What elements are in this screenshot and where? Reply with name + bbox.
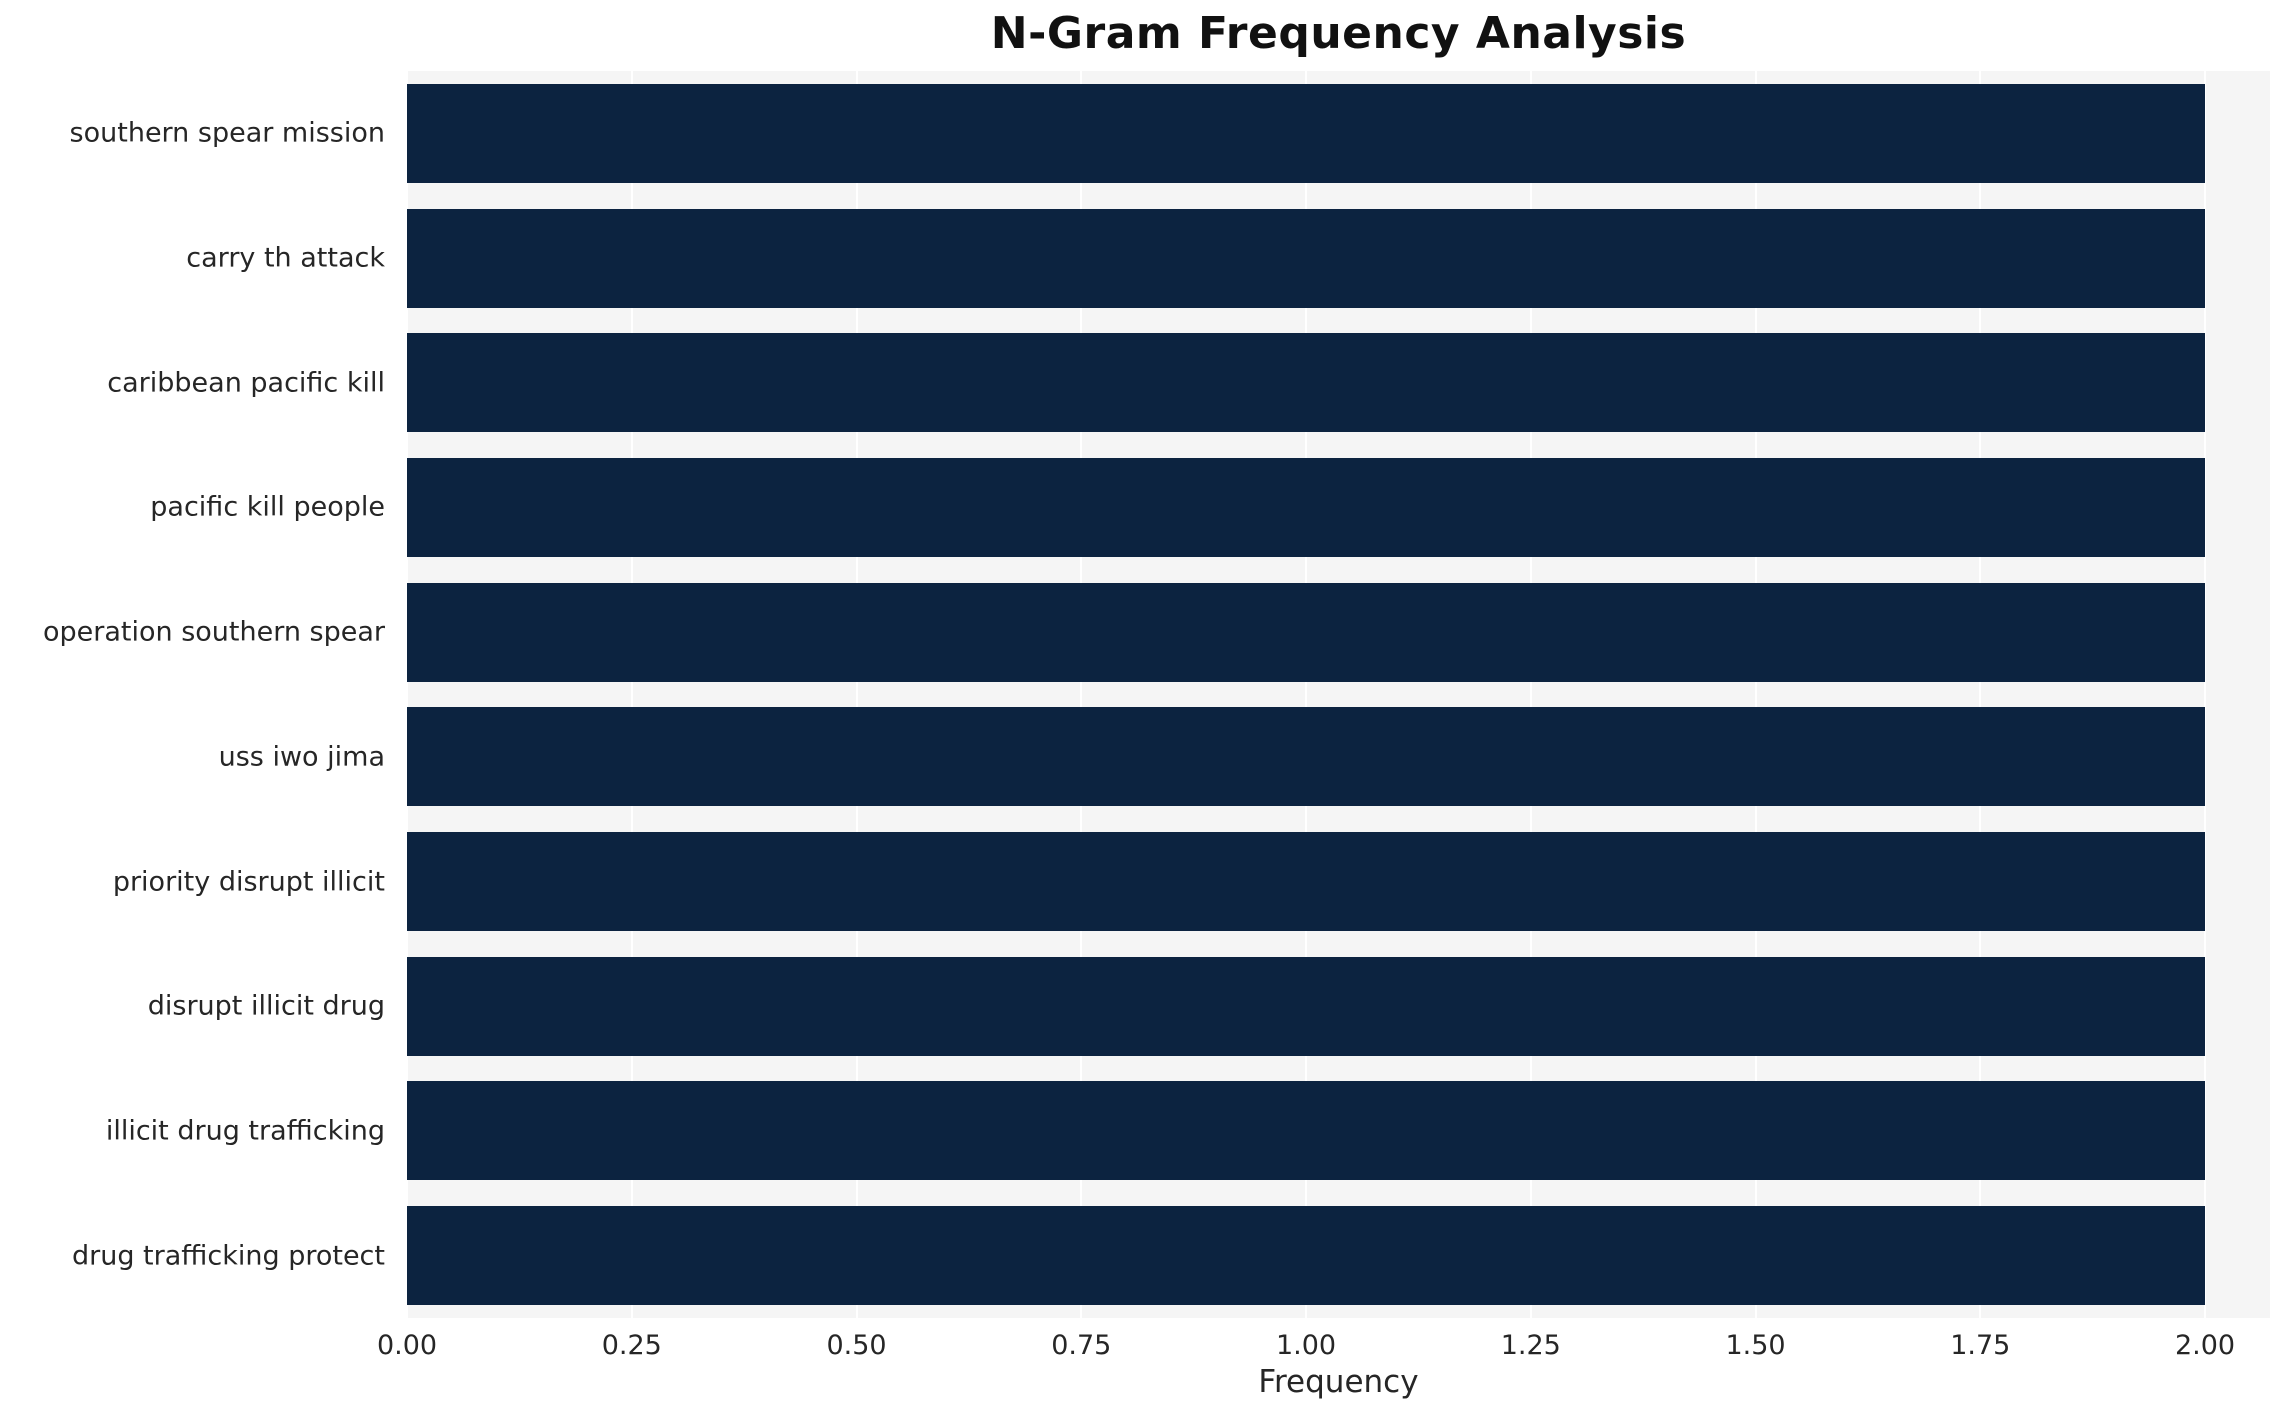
- gridline: [1529, 71, 1532, 1318]
- gridline: [1305, 71, 1307, 1318]
- x-tick-label: 1.50: [1725, 1330, 1786, 1361]
- y-tick-label: caribbean pacific kill: [107, 367, 385, 399]
- y-tick-label: drug trafficking protect: [71, 1240, 385, 1272]
- bar: [407, 582, 2205, 682]
- y-tick-label: disrupt illicit drug: [147, 990, 385, 1022]
- gridline: [630, 71, 633, 1318]
- gridline: [1080, 71, 1083, 1318]
- x-tick-label: 0.25: [601, 1330, 662, 1361]
- x-axis-ticks: 0.00 0.25 0.50 0.75 1.00 1.25 1.50 1.75 2.00: [377, 1330, 2270, 1370]
- bar: [407, 707, 2205, 807]
- bar: [407, 83, 2205, 183]
- x-tick-label: 1.75: [1950, 1330, 2011, 1361]
- y-tick-label: carry th attack: [186, 242, 385, 274]
- bar: [407, 956, 2205, 1056]
- y-tick-label: operation southern spear: [42, 616, 385, 648]
- bar: [407, 208, 2205, 308]
- y-tick-label: uss iwo jima: [218, 741, 385, 773]
- chart-title: N-Gram Frequency Analysis: [990, 8, 1687, 59]
- x-axis-label: Frequency: [1258, 1364, 1419, 1400]
- bar: [407, 832, 2205, 932]
- y-tick-label: pacific kill people: [150, 491, 385, 523]
- x-tick-label: 1.25: [1500, 1330, 1561, 1361]
- gridline: [1979, 71, 1982, 1318]
- bar: [407, 333, 2205, 433]
- x-tick-label: 0.75: [1051, 1330, 1112, 1361]
- y-axis-labels: southern spear mission carry th attack car…: [0, 71, 395, 1318]
- gridline: [2204, 71, 2206, 1318]
- x-tick-label: 0.00: [376, 1330, 438, 1361]
- gridline: [1754, 71, 1757, 1318]
- plot-area: [406, 71, 2270, 1318]
- gridline: [855, 71, 858, 1318]
- y-tick-label: priority disrupt illicit: [112, 866, 385, 898]
- x-tick-label: 2.00: [2174, 1330, 2236, 1361]
- x-tick-label: 1.00: [1275, 1330, 1337, 1361]
- bar: [407, 1081, 2205, 1181]
- bar: [407, 1206, 2205, 1306]
- y-tick-label: southern spear mission: [69, 117, 385, 149]
- x-tick-label: 0.50: [826, 1330, 887, 1361]
- y-tick-label: illicit drug trafficking: [105, 1115, 385, 1147]
- bar: [407, 457, 2205, 557]
- gridline: [406, 71, 408, 1318]
